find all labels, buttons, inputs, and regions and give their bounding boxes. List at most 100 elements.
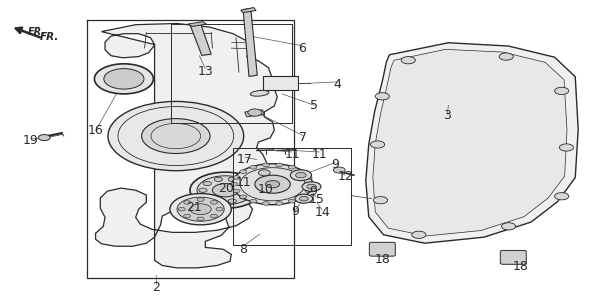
- Polygon shape: [243, 8, 257, 76]
- Circle shape: [289, 199, 296, 203]
- Text: 9: 9: [291, 205, 300, 219]
- Text: 15: 15: [309, 193, 324, 206]
- Circle shape: [299, 195, 306, 199]
- Polygon shape: [188, 22, 206, 26]
- Text: 5: 5: [310, 99, 319, 113]
- Circle shape: [401, 57, 415, 64]
- Circle shape: [170, 194, 231, 225]
- Circle shape: [299, 170, 306, 173]
- Circle shape: [244, 188, 252, 192]
- Text: 7: 7: [299, 131, 307, 144]
- Circle shape: [263, 163, 270, 167]
- Polygon shape: [245, 110, 264, 117]
- Circle shape: [228, 177, 237, 182]
- Circle shape: [373, 197, 388, 204]
- Circle shape: [197, 198, 204, 201]
- Text: 21: 21: [186, 201, 202, 214]
- Text: 9: 9: [309, 185, 317, 198]
- Text: 8: 8: [239, 243, 247, 256]
- Circle shape: [214, 177, 222, 182]
- Circle shape: [177, 197, 224, 221]
- Circle shape: [250, 166, 257, 169]
- Circle shape: [94, 64, 153, 94]
- Circle shape: [228, 199, 237, 203]
- Circle shape: [233, 176, 240, 179]
- Circle shape: [190, 172, 261, 208]
- Circle shape: [305, 189, 312, 193]
- Polygon shape: [373, 49, 567, 236]
- Circle shape: [240, 195, 247, 199]
- Circle shape: [104, 69, 144, 89]
- Circle shape: [240, 195, 248, 199]
- Circle shape: [555, 87, 569, 95]
- Polygon shape: [366, 43, 578, 243]
- Text: 20: 20: [218, 182, 234, 195]
- Circle shape: [203, 195, 211, 199]
- Text: 6: 6: [298, 42, 306, 55]
- Circle shape: [502, 223, 516, 230]
- FancyBboxPatch shape: [500, 250, 526, 264]
- Circle shape: [183, 214, 191, 218]
- Circle shape: [289, 166, 296, 169]
- Text: 14: 14: [314, 206, 330, 219]
- Circle shape: [375, 93, 389, 100]
- Circle shape: [296, 172, 306, 178]
- Circle shape: [216, 207, 223, 211]
- Circle shape: [108, 101, 244, 171]
- Circle shape: [231, 182, 238, 186]
- Text: 18: 18: [375, 253, 390, 266]
- Text: 18: 18: [513, 260, 529, 273]
- Text: 10: 10: [258, 183, 273, 196]
- Circle shape: [276, 163, 283, 167]
- Circle shape: [211, 214, 218, 218]
- Text: FR.: FR.: [40, 32, 60, 42]
- Text: 3: 3: [443, 109, 451, 123]
- Circle shape: [302, 182, 321, 191]
- Circle shape: [212, 184, 238, 197]
- Circle shape: [233, 189, 240, 193]
- Circle shape: [499, 53, 513, 60]
- Text: 12: 12: [337, 169, 353, 183]
- Circle shape: [307, 184, 316, 189]
- FancyBboxPatch shape: [263, 76, 298, 90]
- Circle shape: [276, 202, 283, 205]
- Circle shape: [412, 231, 426, 238]
- Circle shape: [178, 207, 185, 211]
- Circle shape: [214, 199, 222, 203]
- Circle shape: [371, 141, 385, 148]
- Text: 19: 19: [23, 134, 38, 147]
- FancyBboxPatch shape: [369, 242, 395, 256]
- Circle shape: [299, 197, 309, 201]
- Circle shape: [248, 109, 262, 116]
- Circle shape: [203, 182, 211, 186]
- Polygon shape: [96, 23, 277, 268]
- Polygon shape: [241, 8, 256, 13]
- Circle shape: [258, 170, 270, 176]
- Circle shape: [559, 144, 573, 151]
- Circle shape: [183, 200, 191, 204]
- Circle shape: [197, 217, 204, 221]
- Circle shape: [250, 199, 257, 203]
- Circle shape: [555, 193, 569, 200]
- Circle shape: [263, 202, 270, 205]
- Polygon shape: [190, 23, 211, 55]
- Circle shape: [197, 176, 254, 205]
- Circle shape: [142, 119, 210, 154]
- Circle shape: [240, 170, 247, 173]
- Circle shape: [240, 182, 248, 186]
- Circle shape: [290, 170, 312, 181]
- Circle shape: [307, 182, 314, 186]
- Circle shape: [211, 200, 218, 204]
- Circle shape: [333, 167, 345, 173]
- Text: 4: 4: [333, 78, 342, 91]
- Ellipse shape: [250, 90, 269, 96]
- Circle shape: [295, 194, 313, 203]
- Text: 11: 11: [236, 176, 251, 189]
- Circle shape: [199, 188, 207, 192]
- Text: FR.: FR.: [28, 26, 45, 37]
- Circle shape: [255, 175, 290, 193]
- Circle shape: [266, 181, 280, 188]
- Circle shape: [190, 204, 211, 215]
- Text: 17: 17: [237, 153, 253, 166]
- Circle shape: [232, 164, 313, 205]
